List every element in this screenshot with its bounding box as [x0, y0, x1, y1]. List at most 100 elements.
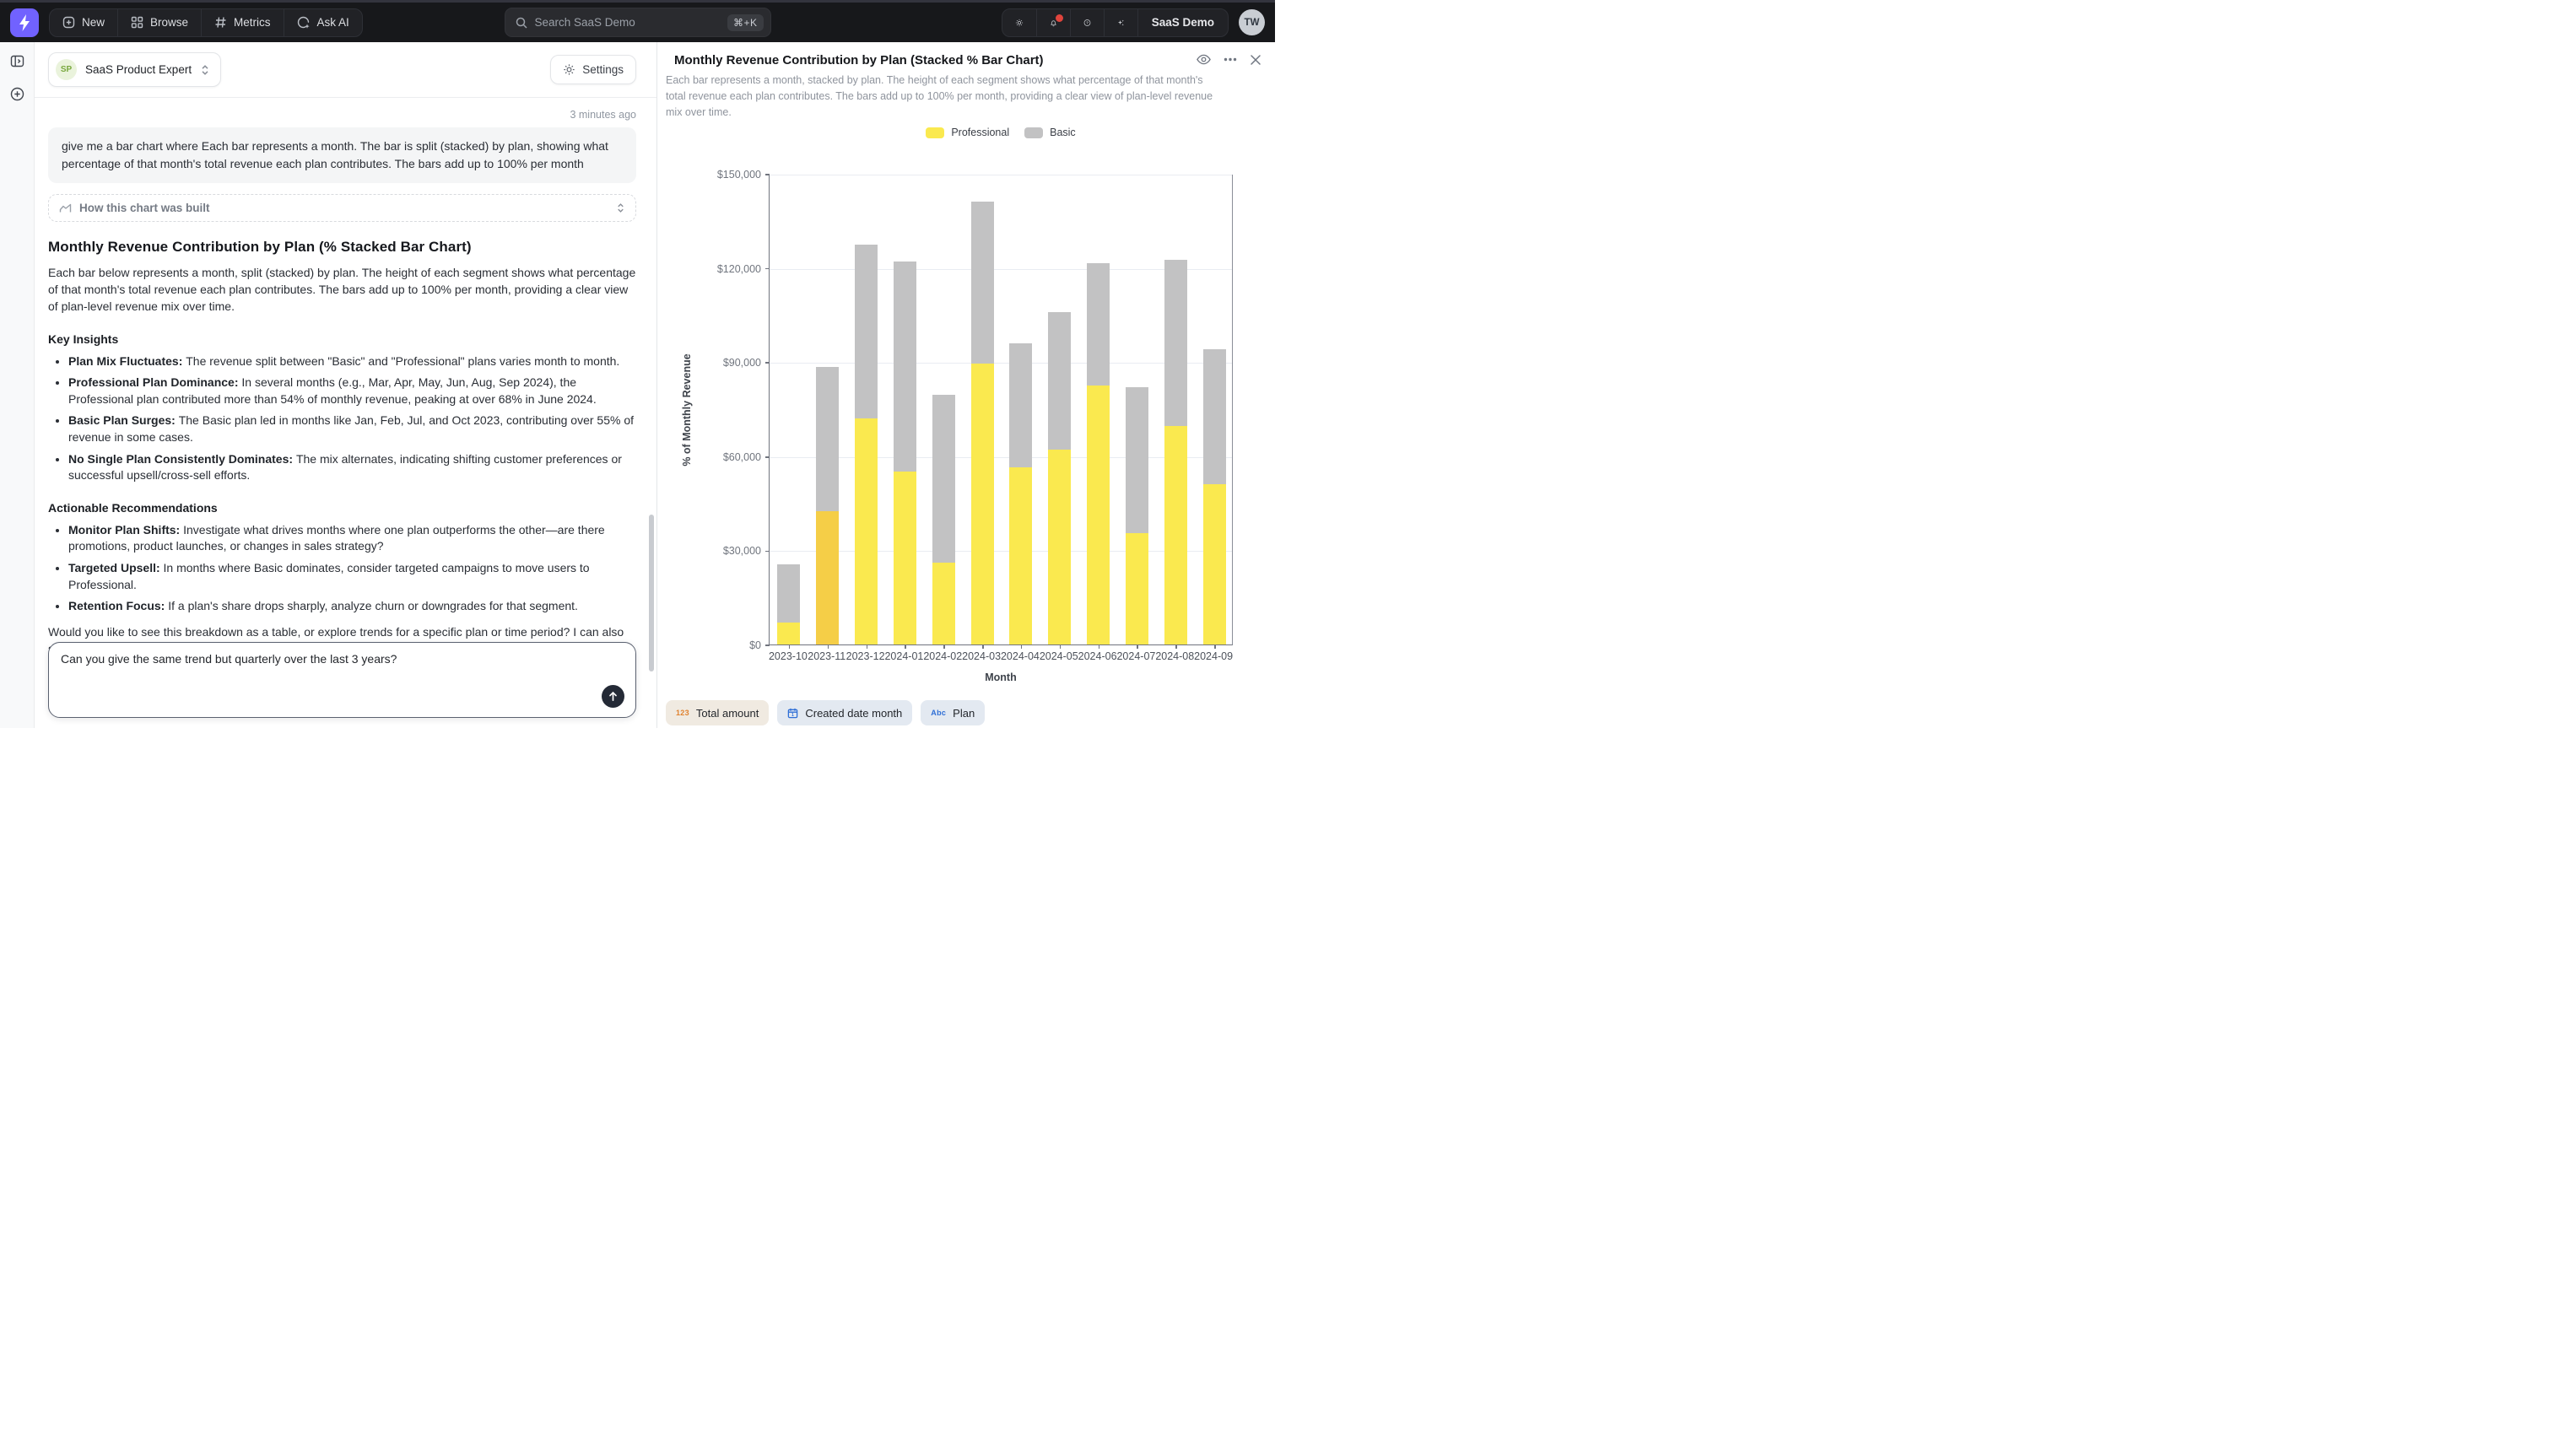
- legend-label: Professional: [951, 127, 1009, 138]
- chart-title: Monthly Revenue Contribution by Plan (St…: [666, 53, 1044, 67]
- metrics-button[interactable]: Metrics: [201, 9, 284, 36]
- field-chip[interactable]: AbcPlan: [921, 700, 985, 725]
- chat-thread: 3 minutes ago give me a bar chart where …: [35, 99, 656, 728]
- bar-segment-professional[interactable]: [1164, 426, 1187, 644]
- bar-segment-professional[interactable]: [1203, 484, 1226, 644]
- bar-segment-basic[interactable]: [1164, 260, 1187, 426]
- bar-segment-basic[interactable]: [1048, 312, 1071, 450]
- view-chart-button[interactable]: [1197, 53, 1211, 66]
- user-avatar[interactable]: TW: [1239, 9, 1265, 35]
- browse-button[interactable]: Browse: [117, 9, 201, 36]
- bar-segment-professional[interactable]: [894, 472, 916, 644]
- bar-segment-basic[interactable]: [1009, 343, 1032, 467]
- agent-selector[interactable]: SP SaaS Product Expert: [48, 52, 221, 87]
- chart-plot: $0$30,000$60,000$90,000$120,000$150,000: [769, 175, 1233, 645]
- x-axis-title: Month: [769, 671, 1233, 683]
- agent-name: SaaS Product Expert: [85, 63, 192, 76]
- ai-sparkles-button[interactable]: [1104, 9, 1137, 36]
- settings-gear-button[interactable]: [1002, 9, 1036, 36]
- new-label: New: [82, 16, 105, 29]
- notifications-button[interactable]: [1036, 9, 1070, 36]
- eye-icon: [1197, 53, 1211, 66]
- global-search-input[interactable]: Search SaaS Demo ⌘+K: [505, 8, 771, 37]
- y-tick-label: $120,000: [717, 263, 761, 275]
- bar-segment-professional[interactable]: [932, 563, 955, 644]
- chat-scrollbar-thumb[interactable]: [649, 515, 654, 671]
- gear-icon: [563, 63, 575, 76]
- bar-segment-professional[interactable]: [1009, 467, 1032, 644]
- bar-segment-basic[interactable]: [1203, 349, 1226, 484]
- bar-segment-basic[interactable]: [1087, 263, 1110, 386]
- legend-item[interactable]: Basic: [1024, 127, 1076, 138]
- bar-segment-professional[interactable]: [816, 511, 839, 644]
- bar-segment-professional[interactable]: [971, 364, 994, 644]
- bar-segment-basic[interactable]: [1126, 387, 1148, 533]
- toggle-sidebar-button[interactable]: [10, 54, 24, 68]
- key-insights-list: Plan Mix Fluctuates: The revenue split b…: [48, 353, 636, 484]
- bar-segment-basic[interactable]: [777, 564, 800, 623]
- how-chart-built-toggle[interactable]: How this chart was built: [48, 194, 636, 222]
- y-axis-title: % of Monthly Revenue: [681, 298, 693, 410]
- close-panel-button[interactable]: [1250, 54, 1261, 66]
- bar-segment-professional[interactable]: [855, 418, 878, 644]
- x-tick-label: 2024-03: [962, 650, 1001, 662]
- bar-segment-professional[interactable]: [777, 623, 800, 644]
- x-tick-label: 2023-12: [846, 650, 885, 662]
- plus-square-icon: [62, 16, 75, 29]
- y-tick-label: $150,000: [717, 169, 761, 181]
- response-title: Monthly Revenue Contribution by Plan (% …: [48, 239, 636, 256]
- arrow-up-icon: [608, 691, 619, 702]
- app-logo[interactable]: [10, 8, 39, 37]
- ask-ai-label: Ask AI: [317, 16, 349, 29]
- chat-sparkle-icon: [297, 16, 311, 30]
- help-button[interactable]: ?: [1070, 9, 1104, 36]
- field-chip[interactable]: 123Total amount: [666, 700, 769, 725]
- x-tick: [982, 644, 984, 649]
- chat-input[interactable]: Can you give the same trend but quarterl…: [61, 652, 624, 696]
- utility-group: ? SaaS Demo: [1002, 8, 1229, 37]
- bar-segment-professional[interactable]: [1087, 386, 1110, 644]
- legend-item[interactable]: Professional: [926, 127, 1009, 138]
- y-tick-label: $90,000: [723, 357, 761, 369]
- list-item: Retention Focus: If a plan's share drops…: [68, 598, 636, 615]
- x-tick: [1099, 644, 1100, 649]
- send-button[interactable]: [602, 685, 624, 708]
- bar-segment-basic[interactable]: [894, 262, 916, 472]
- bar-segment-basic[interactable]: [932, 395, 955, 563]
- bar-segment-professional[interactable]: [1048, 450, 1071, 644]
- message-timestamp: 3 minutes ago: [48, 109, 636, 121]
- bar-segment-basic[interactable]: [816, 367, 839, 511]
- svg-text:1: 1: [791, 713, 794, 718]
- search-icon: [516, 17, 527, 29]
- y-tick: [765, 644, 770, 646]
- bar-segment-basic[interactable]: [855, 245, 878, 418]
- more-options-button[interactable]: [1224, 57, 1237, 62]
- x-tick-label: 2024-04: [1001, 650, 1040, 662]
- bar-segment-professional[interactable]: [1126, 533, 1148, 644]
- assistant-message: Monthly Revenue Contribution by Plan (% …: [48, 239, 636, 658]
- field-chip[interactable]: 1Created date month: [777, 700, 912, 725]
- agent-avatar: SP: [56, 59, 77, 80]
- new-button[interactable]: New: [50, 9, 117, 36]
- bar-segment-basic[interactable]: [971, 202, 994, 364]
- user-message-bubble: give me a bar chart where Each bar repre…: [48, 127, 636, 183]
- new-thread-button[interactable]: [10, 87, 24, 101]
- response-intro: Each bar below represents a month, split…: [48, 265, 636, 315]
- x-tick: [867, 644, 868, 649]
- search-placeholder: Search SaaS Demo: [535, 16, 727, 29]
- chat-input-container: Can you give the same trend but quarterl…: [48, 642, 636, 718]
- ask-ai-button[interactable]: Ask AI: [284, 9, 362, 36]
- left-rail: [0, 42, 35, 728]
- chevron-updown-icon: [616, 202, 625, 213]
- list-item: Monitor Plan Shifts: Investigate what dr…: [68, 522, 636, 555]
- x-tick-label: 2024-07: [1116, 650, 1155, 662]
- key-insights-heading: Key Insights: [48, 332, 636, 346]
- field-chip-label: Total amount: [696, 707, 759, 720]
- area-chart-icon: [59, 202, 72, 214]
- x-tick-label: 2024-01: [884, 650, 923, 662]
- project-switcher[interactable]: SaaS Demo: [1137, 9, 1228, 36]
- svg-text:?: ?: [1086, 20, 1089, 24]
- agent-settings-button[interactable]: Settings: [550, 55, 636, 84]
- y-tick: [765, 551, 770, 553]
- x-tick-label: 2024-08: [1155, 650, 1194, 662]
